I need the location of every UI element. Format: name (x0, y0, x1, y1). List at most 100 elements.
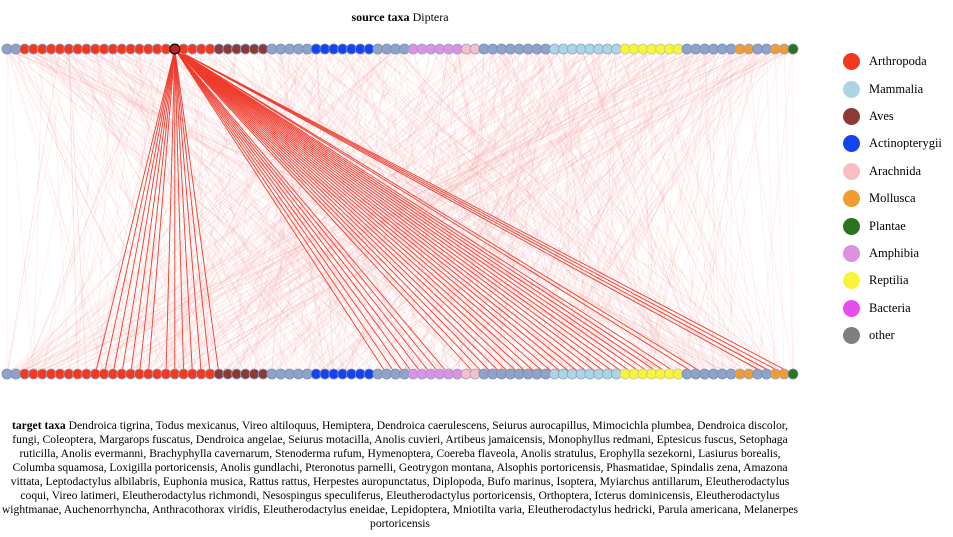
background-edge (527, 48, 741, 375)
background-edge (624, 48, 670, 375)
background-edge (174, 48, 458, 375)
background-edge (492, 48, 670, 375)
background-edge (351, 48, 547, 375)
legend: Arthropoda Mammalia Aves Actinopterygii Arac… (843, 48, 942, 349)
highlighted-edge (174, 48, 494, 375)
background-edge (121, 48, 326, 375)
background-edge (68, 48, 87, 375)
highlighted-edge (174, 48, 599, 375)
background-edge (15, 48, 449, 375)
background-edge (103, 48, 326, 375)
background-edge (704, 48, 714, 375)
background-edge (563, 48, 591, 375)
background-edge (412, 48, 591, 375)
legend-item-actinopterygii: Actinopterygii (843, 130, 942, 157)
background-edge (33, 48, 114, 375)
background-edge (289, 48, 608, 375)
legend-swatch (843, 135, 860, 153)
highlighted-edge (174, 48, 388, 375)
background-edge (589, 48, 661, 375)
background-edge (545, 48, 600, 375)
selected-source-node[interactable] (169, 43, 181, 55)
background-edge (430, 48, 635, 375)
background-edge (95, 48, 343, 375)
background-edge (192, 48, 741, 375)
background-edge (448, 48, 547, 375)
background-edge (642, 48, 767, 375)
background-edge (783, 48, 794, 375)
background-edge (351, 48, 776, 375)
background-edge (15, 48, 184, 375)
background-edge (607, 48, 653, 375)
background-edge (174, 48, 290, 375)
background-edge (721, 48, 732, 375)
background-edge (439, 48, 705, 375)
highlighted-edge (174, 48, 511, 375)
background-edge (103, 48, 432, 375)
background-edge (474, 48, 653, 375)
highlighted-edge (174, 48, 547, 375)
background-edge (651, 48, 767, 375)
background-edge (527, 48, 767, 375)
background-edge (448, 48, 555, 375)
highlighted-edge (174, 48, 414, 375)
legend-swatch (843, 53, 860, 71)
background-edge (6, 48, 414, 375)
background-edge (404, 48, 582, 375)
background-edge (95, 48, 405, 375)
background-edge (766, 48, 776, 375)
background-edge (510, 48, 688, 375)
background-edge (165, 48, 299, 375)
background-edge (465, 48, 714, 375)
background-edge (33, 48, 149, 375)
background-edge (147, 48, 326, 375)
background-edge (677, 48, 785, 375)
background-edge (580, 48, 723, 375)
highlighted-edge (174, 48, 679, 375)
background-edge (501, 48, 653, 375)
background-edge (774, 48, 785, 375)
background-edge (6, 48, 61, 375)
background-edge (112, 48, 520, 375)
background-edge (86, 48, 370, 375)
background-edge (545, 48, 653, 375)
background-edge (103, 48, 388, 375)
background-edge (651, 48, 706, 375)
background-edge (633, 48, 697, 375)
source-node[interactable] (787, 43, 799, 55)
background-edge (554, 48, 776, 375)
background-edge (254, 48, 652, 375)
legend-label: Mollusca (869, 191, 916, 206)
background-edge (42, 48, 396, 375)
background-edge (6, 48, 202, 375)
background-edge (483, 48, 758, 375)
background-edge (156, 48, 361, 375)
background-edge (651, 48, 714, 375)
background-edge (386, 48, 732, 375)
highlighted-edge (174, 48, 211, 375)
background-edge (554, 48, 714, 375)
background-edge (368, 48, 661, 375)
background-edge (333, 48, 652, 375)
background-edge (404, 48, 511, 375)
background-edge (510, 48, 635, 375)
background-edge (536, 48, 644, 375)
background-edge (324, 48, 785, 375)
highlighted-edge (174, 48, 794, 375)
background-edge (271, 48, 705, 375)
highlighted-edge (174, 48, 670, 375)
highlighted-edge (103, 48, 176, 375)
target-node[interactable] (787, 368, 799, 380)
background-edge (360, 48, 723, 375)
background-edge (218, 48, 246, 375)
background-edge (333, 48, 555, 375)
background-edge (465, 48, 555, 375)
background-edge (571, 48, 732, 375)
background-edge (598, 48, 617, 375)
background-edge (430, 48, 458, 375)
background-edge (130, 48, 361, 375)
background-edge (77, 48, 335, 375)
background-edge (395, 48, 688, 375)
background-edge (412, 48, 502, 375)
background-edge (545, 48, 653, 375)
